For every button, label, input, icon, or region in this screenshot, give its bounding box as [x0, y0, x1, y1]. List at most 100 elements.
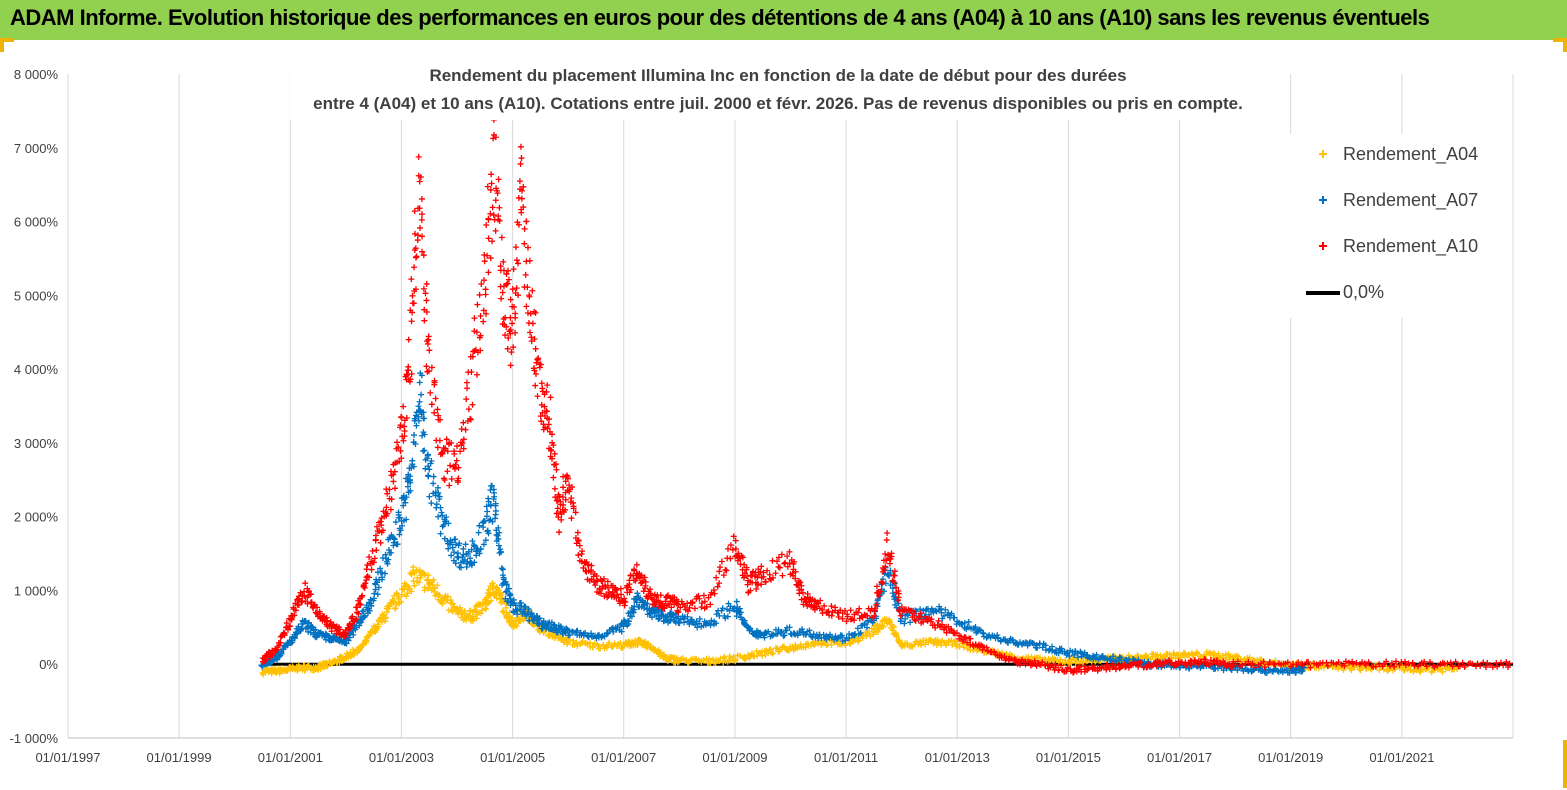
data-point: [455, 475, 462, 482]
data-point: [483, 221, 490, 228]
data-point: [482, 286, 489, 293]
data-point: [726, 607, 733, 614]
data-point: [1270, 660, 1277, 667]
data-point: [526, 293, 533, 300]
data-point: [463, 396, 470, 403]
data-point: [560, 484, 567, 491]
data-point: [732, 537, 739, 544]
data-point: [401, 433, 408, 440]
data-point: [425, 473, 432, 480]
data-point: [775, 554, 782, 561]
data-point: [395, 593, 402, 600]
data-point: [1157, 659, 1164, 666]
data-point: [403, 516, 410, 523]
data-point: [447, 462, 454, 469]
data-point: [707, 601, 714, 608]
data-point: [481, 252, 488, 259]
data-point: [1206, 661, 1213, 668]
data-point: [388, 496, 395, 503]
data-point: [291, 612, 298, 619]
data-point: [741, 570, 748, 577]
marks-layer: [258, 111, 1513, 678]
data-point: [631, 566, 638, 573]
data-point: [737, 609, 744, 616]
data-point: [847, 607, 854, 614]
data-point: [1402, 658, 1408, 665]
data-point: [366, 607, 373, 614]
data-point: [781, 560, 788, 567]
data-point: [418, 372, 425, 379]
data-point: [533, 371, 540, 378]
data-point: [1057, 662, 1064, 669]
data-point: [645, 640, 652, 647]
data-point: [550, 474, 557, 481]
data-point: [572, 509, 579, 516]
data-point: [394, 439, 401, 446]
data-point: [723, 567, 730, 574]
data-point: [600, 575, 607, 582]
data-point: [540, 421, 547, 428]
data-point: [513, 285, 520, 292]
data-point: [597, 590, 604, 597]
data-point: [379, 618, 386, 625]
data-point: [485, 495, 492, 502]
data-point: [520, 204, 527, 211]
data-point: [983, 644, 990, 651]
data-point: [1388, 660, 1395, 667]
legend-marker-A04: [1319, 150, 1327, 158]
data-point: [342, 633, 349, 640]
data-point: [634, 590, 641, 597]
data-point: [902, 615, 909, 622]
data-point: [281, 630, 288, 637]
data-point: [721, 653, 728, 660]
data-point: [515, 292, 522, 299]
data-point: [495, 213, 502, 220]
data-point: [554, 629, 561, 636]
data-point: [1093, 651, 1100, 658]
data-point: [388, 549, 395, 556]
data-point: [907, 619, 914, 626]
data-point: [395, 444, 402, 451]
data-point: [423, 280, 430, 287]
data-point: [474, 301, 481, 308]
data-point: [916, 614, 923, 621]
data-point: [1109, 653, 1116, 660]
data-point: [476, 522, 483, 529]
data-point: [435, 489, 442, 496]
data-point: [512, 621, 519, 628]
data-point: [485, 215, 492, 222]
data-point: [873, 601, 880, 608]
data-point: [659, 612, 666, 619]
legend-label: Rendement_A10: [1343, 236, 1478, 257]
data-point: [1138, 654, 1145, 661]
data-point: [901, 620, 908, 627]
data-point: [505, 335, 512, 342]
data-point: [460, 545, 467, 552]
data-point: [448, 539, 455, 546]
data-point: [897, 612, 904, 619]
data-point: [456, 540, 463, 547]
data-point: [411, 264, 418, 271]
data-point: [292, 607, 299, 614]
data-point: [732, 545, 739, 552]
data-point: [382, 614, 389, 621]
data-point: [454, 443, 461, 450]
data-point: [418, 391, 425, 398]
data-point: [1449, 663, 1456, 670]
data-point: [548, 447, 555, 454]
data-point: [402, 499, 409, 506]
data-point: [499, 566, 506, 573]
data-point: [938, 609, 945, 616]
data-point: [1066, 653, 1073, 660]
data-point: [502, 314, 509, 321]
data-point: [508, 349, 515, 356]
series-A04: [259, 564, 1461, 678]
data-point: [489, 238, 496, 245]
data-point: [379, 527, 386, 534]
data-point: [779, 572, 786, 579]
data-point: [1249, 660, 1256, 667]
data-point: [482, 606, 489, 613]
data-point: [349, 613, 356, 620]
data-point: [390, 598, 397, 605]
data-point: [433, 501, 440, 508]
